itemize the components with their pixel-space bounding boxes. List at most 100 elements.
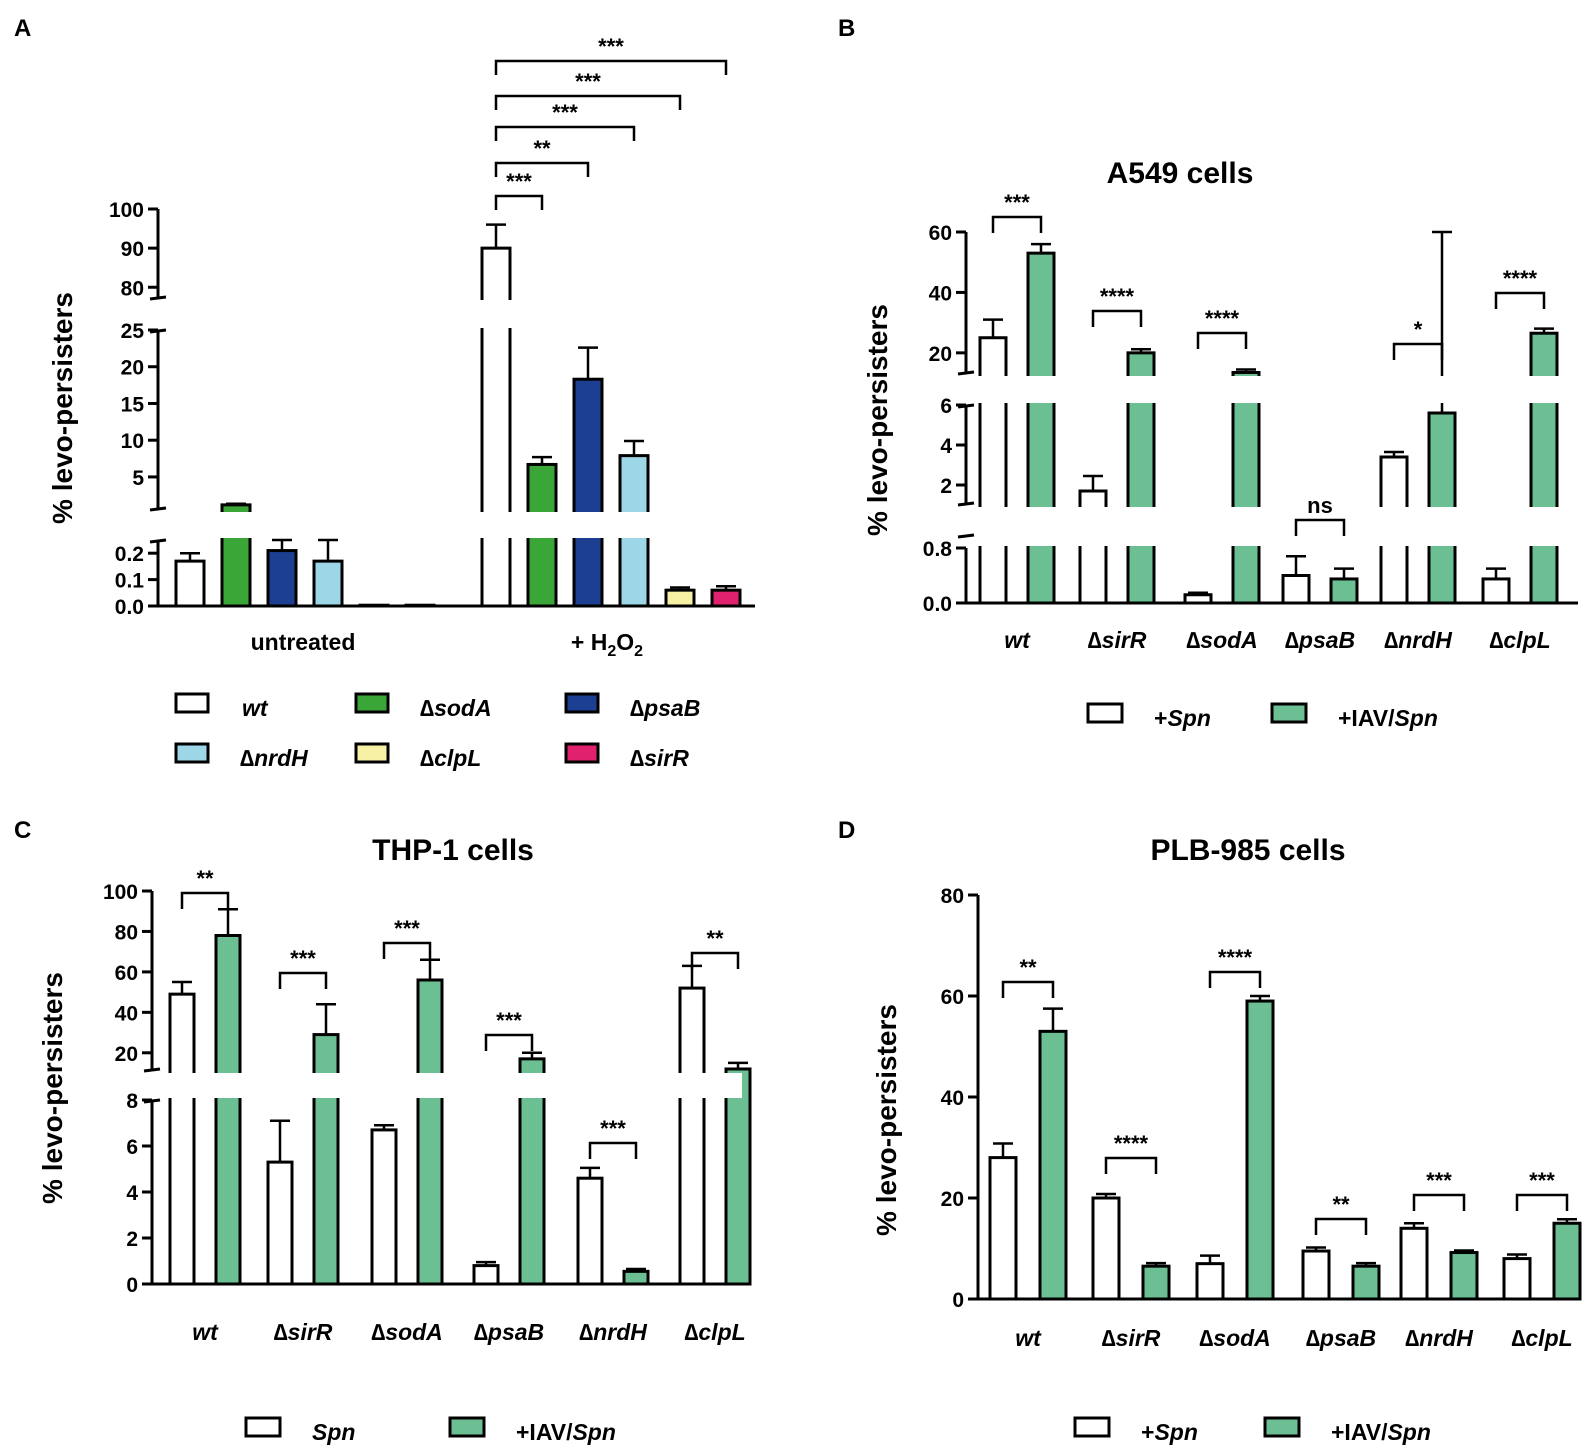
sig-bracket-a-2-label: ***: [552, 100, 578, 125]
legend-label-a-sodA-part: ∆: [420, 695, 434, 721]
y-tick-label-d: 0: [952, 1289, 964, 1312]
x-tick-label-d-psaB: ∆psaB: [1306, 1325, 1376, 1351]
bar-a-nrdH-0: [312, 559, 344, 608]
bar-d-s1-5: [1552, 1221, 1582, 1301]
sig-bracket-c-0: [180, 891, 230, 909]
legend-label-a-nrdH-part: ∆: [240, 745, 254, 771]
y-tick-label-a: 100: [109, 199, 144, 222]
sig-bracket-b-4: [1392, 342, 1444, 360]
y-axis-label-c: % levo-persisters: [37, 972, 68, 1204]
sig-bracket-c-4: [588, 1141, 638, 1159]
bar-a-psaB-0: [266, 549, 298, 608]
legend-label-d-1-part: +IAV/: [1331, 1419, 1388, 1445]
legend-label-a-clpL-part: clpL: [434, 745, 481, 771]
bar-c-s0-0: [168, 992, 196, 1286]
sig-bracket-c-2: [382, 941, 432, 959]
legend-swatch-a-sirR: [564, 742, 600, 764]
group-label-h2o2-part: 2: [634, 643, 643, 660]
axis-break-c-0-top: [143, 1067, 161, 1073]
sig-bracket-d-5: [1515, 1193, 1569, 1211]
x-tick-label-d-clpL-part: ∆: [1511, 1325, 1525, 1351]
bar-c-s1-0: [214, 933, 242, 1286]
y-tick-label-a: 0.1: [115, 570, 145, 593]
bar-d-s0-4: [1399, 1226, 1429, 1301]
panel-d-label: D: [838, 817, 855, 844]
sig-bracket-c-1-label: ***: [290, 946, 316, 971]
bar-d-s1-1: [1141, 1264, 1171, 1301]
bar-d-s0-5: [1502, 1257, 1532, 1301]
x-tick-label-b-sodA-part: ∆: [1186, 627, 1200, 653]
bar-d-s1-0: [1038, 1029, 1068, 1301]
bar-d-s0-0: [988, 1156, 1018, 1301]
legend-label-c-1-part: +IAV/: [516, 1419, 573, 1445]
sig-bracket-c-4-label: ***: [600, 1116, 626, 1141]
x-tick-label-c-psaB-part: ∆: [474, 1319, 488, 1345]
bar-c-s1-5: [724, 1067, 752, 1286]
x-tick-label-b-wt: wt: [1004, 627, 1031, 653]
x-tick-label-c-sodA-part: sodA: [385, 1319, 443, 1345]
y-tick-label-d: 60: [941, 986, 964, 1009]
sig-bracket-b-4-label: *: [1414, 317, 1423, 342]
x-tick-label-c-clpL: ∆clpL: [684, 1319, 745, 1345]
legend-label-c-1: +IAV/Spn: [516, 1419, 616, 1445]
x-tick-label-b-sodA: ∆sodA: [1186, 627, 1258, 653]
legend-label-b-0-part: Spn: [1167, 705, 1210, 731]
x-tick-label-c-nrdH-part: nrdH: [593, 1319, 647, 1345]
y-tick-label-d: 40: [941, 1087, 964, 1110]
break-gap-b-0: [968, 507, 1578, 546]
bar-a-wt-0: [174, 559, 206, 608]
sig-bracket-a-1: [494, 161, 590, 177]
sig-bracket-b-2: [1196, 331, 1248, 349]
sig-bracket-b-0-label: ***: [1004, 190, 1030, 215]
legend-label-a-clpL: ∆clpL: [420, 745, 481, 771]
y-tick-label-a: 15: [121, 393, 145, 416]
legend-swatch-d-0: [1073, 1416, 1111, 1438]
legend-label-a-psaB-part: psaB: [643, 695, 700, 721]
x-tick-label-b-nrdH-part: ∆: [1384, 627, 1398, 653]
y-tick-label-b: 20: [929, 343, 952, 366]
y-tick-label-c: 20: [115, 1043, 138, 1066]
bar-d-s0-3: [1301, 1249, 1331, 1301]
sig-bracket-a-2: [494, 125, 636, 141]
legend-label-a-psaB-part: ∆: [630, 695, 644, 721]
sig-bracket-b-3-label: ns: [1307, 493, 1333, 518]
y-tick-label-c: 40: [115, 1002, 138, 1025]
axis-break-a-2-top: [149, 295, 167, 301]
legend-label-d-1-part: Spn: [1387, 1419, 1430, 1445]
x-tick-label-c-wt-part: wt: [192, 1319, 219, 1345]
sig-bracket-d-3-label: **: [1332, 1192, 1350, 1217]
bar-c-s0-3: [472, 1264, 500, 1286]
legend-label-b-0-part: +: [1154, 705, 1167, 731]
legend-swatch-b-1: [1270, 702, 1308, 724]
sig-bracket-c-5: [690, 951, 740, 969]
break-gap-b-1: [968, 376, 1578, 403]
x-tick-label-c-sirR-part: sirR: [288, 1319, 333, 1345]
y-tick-label-c: 2: [126, 1228, 138, 1251]
sig-bracket-d-4: [1412, 1193, 1466, 1211]
legend-swatch-a-clpL: [354, 742, 390, 764]
y-tick-label-c: 100: [103, 881, 138, 904]
sig-bracket-c-3: [484, 1033, 534, 1051]
panel-a-label: A: [14, 15, 31, 42]
sig-bracket-d-5-label: ***: [1529, 1168, 1555, 1193]
x-tick-label-d-sirR-part: ∆: [1102, 1325, 1116, 1351]
sig-bracket-a-3: [494, 94, 682, 110]
panel-b-label: B: [838, 15, 855, 42]
sig-bracket-b-5-label: ****: [1503, 266, 1538, 291]
y-tick-label-b: 0.8: [923, 538, 953, 561]
bar-d-s1-4: [1449, 1251, 1479, 1301]
chart-title-c: THP-1 cells: [372, 834, 534, 867]
x-tick-label-d-sodA-part: ∆: [1199, 1325, 1213, 1351]
bar-b-s1-3: [1329, 577, 1359, 605]
x-tick-label-b-sirR: ∆sirR: [1088, 627, 1147, 653]
x-tick-label-c-clpL-part: ∆: [684, 1319, 698, 1345]
bar-b-s1-5: [1529, 331, 1559, 605]
legend-label-a-clpL-part: ∆: [420, 745, 434, 771]
y-tick-label-b: 2: [940, 475, 952, 498]
legend-swatch-a-sodA: [354, 692, 390, 714]
x-tick-label-c-psaB: ∆psaB: [474, 1319, 544, 1345]
x-tick-label-d-psaB-part: ∆: [1306, 1325, 1320, 1351]
sig-bracket-b-0: [991, 215, 1043, 233]
bar-d-s0-2: [1195, 1262, 1225, 1301]
x-tick-label-b-clpL: ∆clpL: [1489, 627, 1550, 653]
